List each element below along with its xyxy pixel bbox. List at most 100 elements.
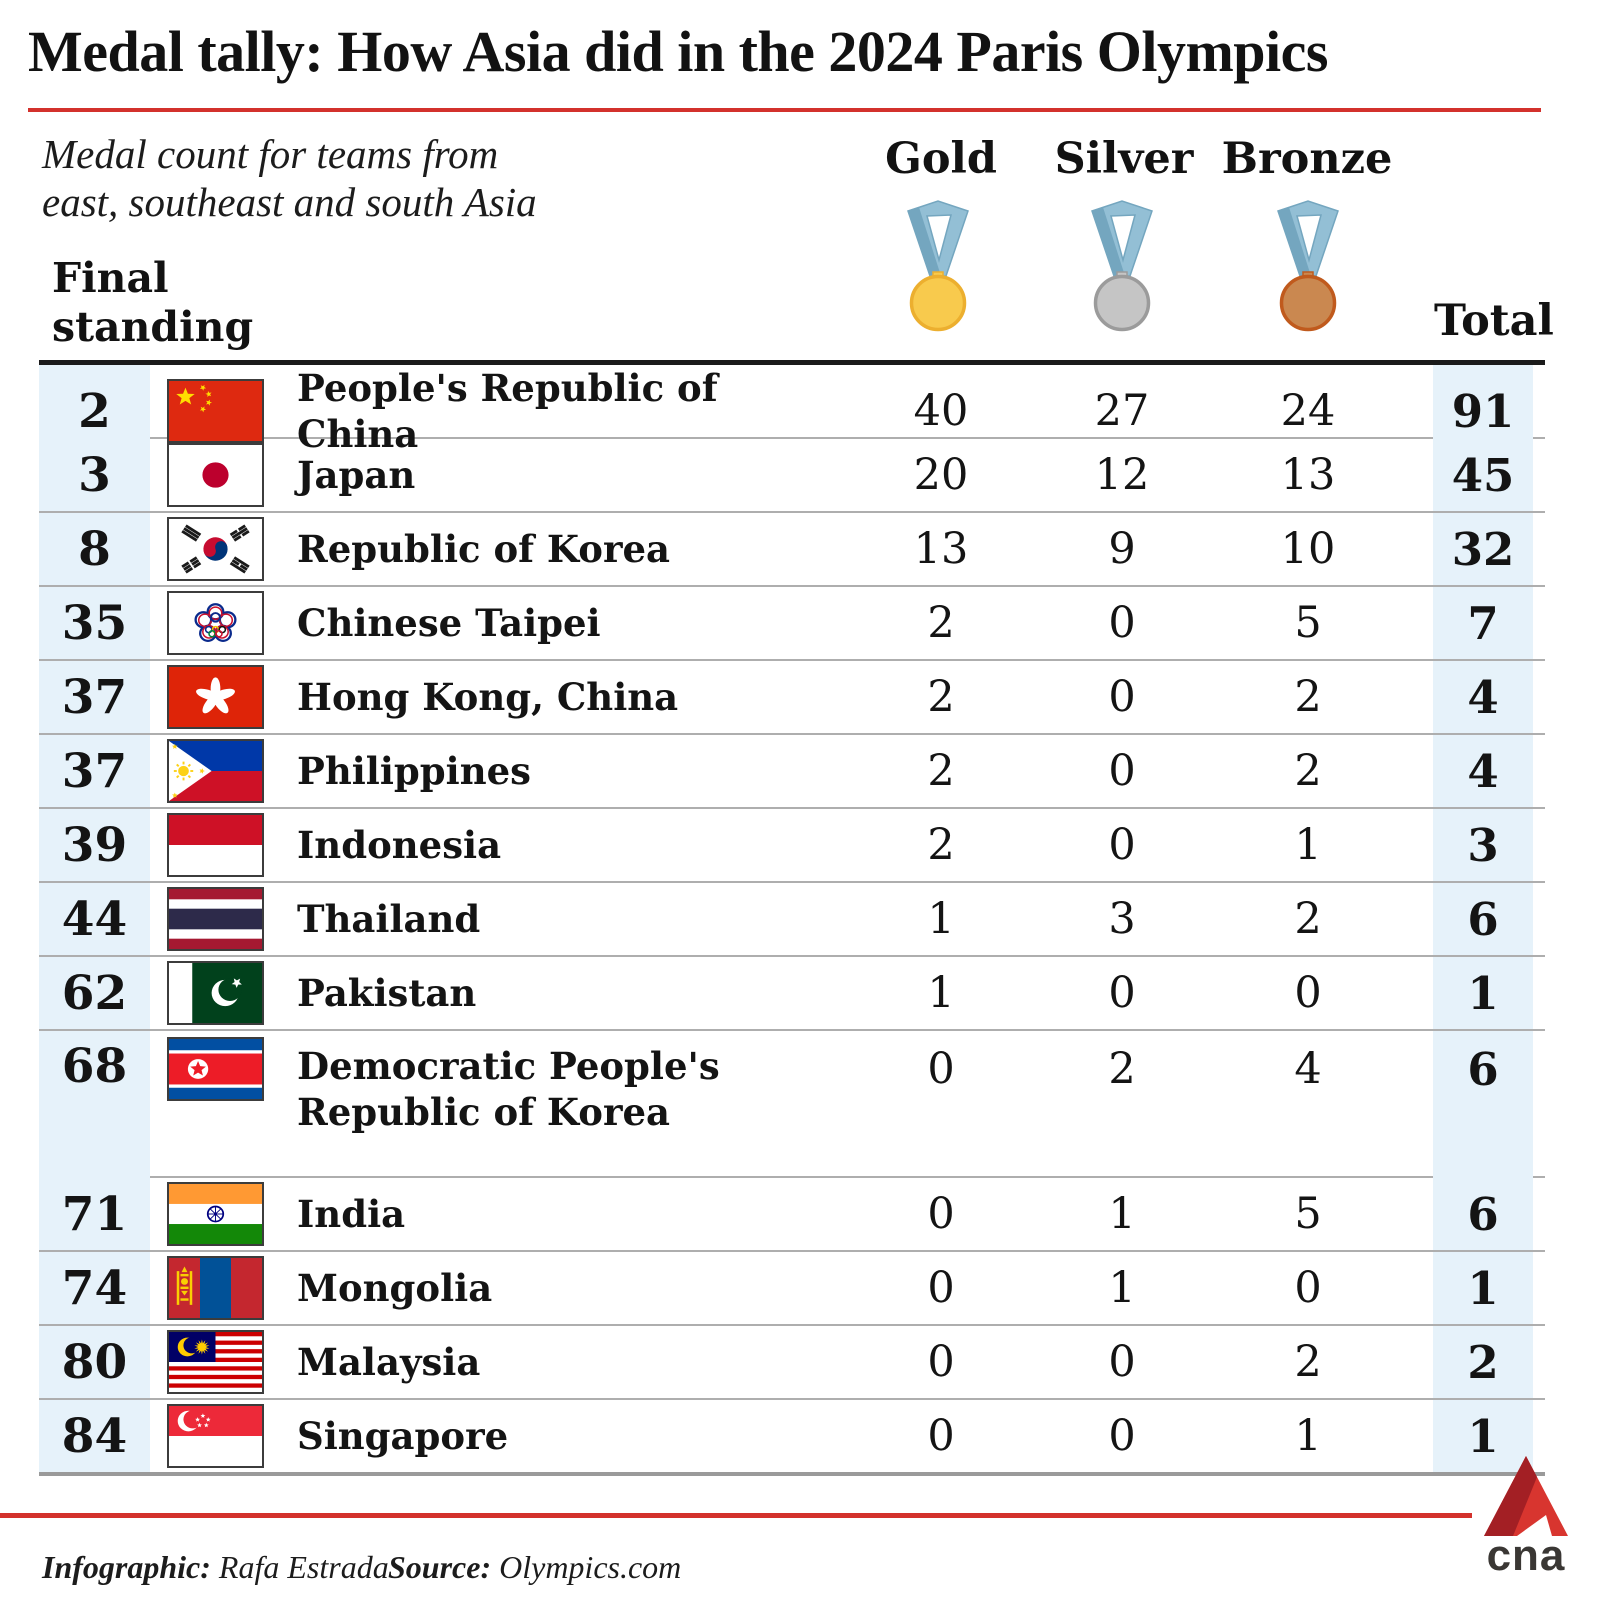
right-pad — [1533, 513, 1545, 585]
right-pad — [1533, 1178, 1545, 1250]
country-name: Malaysia — [297, 1340, 481, 1384]
bronze-count: 2 — [1294, 746, 1322, 796]
flag-cell — [150, 883, 297, 955]
right-pad — [1533, 439, 1545, 511]
flag-india-icon — [167, 1182, 264, 1246]
bronze-count: 5 — [1294, 1189, 1322, 1239]
silver-count: 2 — [1108, 1044, 1136, 1094]
standing-cell: 80 — [39, 1326, 150, 1398]
column-header-silver: Silver — [1054, 134, 1194, 184]
total-count: 4 — [1433, 735, 1533, 807]
flag-cell — [150, 1400, 297, 1472]
flag-northkorea-icon — [167, 1037, 264, 1101]
source-value: Olympics.com — [499, 1549, 682, 1585]
source-label: Source: — [388, 1549, 492, 1585]
gold-count: 13 — [913, 524, 969, 574]
gold-count: 0 — [927, 1189, 955, 1239]
page-title: Medal tally: How Asia did in the 2024 Pa… — [28, 19, 1329, 84]
silver-count: 0 — [1108, 820, 1136, 870]
standing-cell: 68 — [39, 1031, 150, 1184]
table-row: 80 Malaysia 0 0 2 2 — [39, 1326, 1545, 1400]
total-count: 4 — [1433, 661, 1533, 733]
table-row: 35 Chinese Taipei 2 0 — [39, 587, 1545, 661]
table-row: 68 Democratic People's Republic of Korea … — [39, 1031, 1545, 1188]
gold-count: 40 — [913, 386, 969, 436]
country-name: Singapore — [297, 1414, 509, 1458]
flag-indonesia-icon — [167, 813, 264, 877]
flag-cell — [150, 735, 297, 807]
gold-count: 0 — [927, 1263, 955, 1313]
bronze-count: 1 — [1294, 820, 1322, 870]
country-name: India — [297, 1192, 406, 1236]
medal-table: 2 People's Republic of China 40 27 24 91… — [39, 360, 1545, 1476]
total-count: 32 — [1433, 513, 1533, 585]
flag-cell — [150, 365, 297, 457]
flag-cell — [150, 1326, 297, 1398]
flag-cell — [150, 1252, 297, 1324]
cna-logo: cna — [1482, 1456, 1570, 1578]
country-name: Mongolia — [297, 1266, 493, 1310]
silver-count: 0 — [1108, 968, 1136, 1018]
cna-triangle-icon — [1484, 1456, 1568, 1536]
country-name: Thailand — [297, 897, 481, 941]
table-row: 74 Mongolia 0 1 0 1 — [39, 1252, 1545, 1326]
standing-cell: 71 — [39, 1178, 150, 1250]
flag-cell — [150, 1031, 297, 1176]
gold-count: 2 — [927, 820, 955, 870]
standing-cell: 8 — [39, 513, 150, 585]
country-cell: Republic of Korea — [297, 513, 851, 585]
flag-cell — [150, 957, 297, 1029]
country-cell: Malaysia — [297, 1326, 851, 1398]
standing-cell: 37 — [39, 735, 150, 807]
standing-cell: 44 — [39, 883, 150, 955]
flag-thailand-icon — [167, 887, 264, 951]
silver-count: 0 — [1108, 1337, 1136, 1387]
flag-philippines-icon — [167, 739, 264, 803]
table-row: 44 Thailand 1 3 2 6 — [39, 883, 1545, 957]
standing-cell: 62 — [39, 957, 150, 1029]
silver-count: 0 — [1108, 672, 1136, 722]
silver-count: 3 — [1108, 894, 1136, 944]
total-count: 45 — [1433, 439, 1533, 511]
country-name: Chinese Taipei — [297, 601, 601, 645]
column-header-final-standing: Final standing — [52, 254, 254, 351]
silver-count: 0 — [1108, 746, 1136, 796]
bronze-count: 0 — [1294, 1263, 1322, 1313]
gold-count: 1 — [927, 968, 955, 1018]
spacer — [1403, 1326, 1433, 1398]
flag-cell — [150, 513, 297, 585]
country-name: Japan — [297, 453, 416, 497]
country-cell: Hong Kong, China — [297, 661, 851, 733]
gold-count: 2 — [927, 746, 955, 796]
silver-count: 1 — [1108, 1263, 1136, 1313]
country-cell: India — [297, 1178, 851, 1250]
flag-japan-icon — [167, 443, 264, 507]
silver-count: 12 — [1094, 450, 1150, 500]
table-row: 8 Republic of Korea 13 9 10 32 — [39, 513, 1545, 587]
country-name: Philippines — [297, 749, 531, 793]
silver-medal-icon — [1090, 200, 1154, 332]
country-cell: Singapore — [297, 1400, 851, 1472]
column-header-bronze: Bronze — [1221, 134, 1393, 184]
total-count: 6 — [1433, 1031, 1533, 1188]
bronze-count: 2 — [1294, 672, 1322, 722]
table-row: 39 Indonesia 2 0 1 3 — [39, 809, 1545, 883]
total-count: 6 — [1433, 1178, 1533, 1250]
gold-count: 0 — [927, 1411, 955, 1461]
gold-count: 2 — [927, 672, 955, 722]
infographic-credit: Infographic: Rafa Estrada — [42, 1549, 389, 1586]
spacer — [1403, 661, 1433, 733]
bronze-medal-icon — [1276, 200, 1340, 332]
total-count: 1 — [1433, 957, 1533, 1029]
country-cell: Democratic People's Republic of Korea — [297, 1031, 851, 1188]
total-count: 1 — [1433, 1252, 1533, 1324]
gold-count: 1 — [927, 894, 955, 944]
spacer — [1403, 883, 1433, 955]
bronze-count: 2 — [1294, 1337, 1322, 1387]
gold-count: 0 — [927, 1337, 955, 1387]
country-name: Democratic People's Republic of Korea — [297, 1044, 720, 1134]
silver-count: 0 — [1108, 1411, 1136, 1461]
right-pad — [1533, 809, 1545, 881]
spacer — [1403, 1031, 1433, 1176]
bronze-count: 0 — [1294, 968, 1322, 1018]
